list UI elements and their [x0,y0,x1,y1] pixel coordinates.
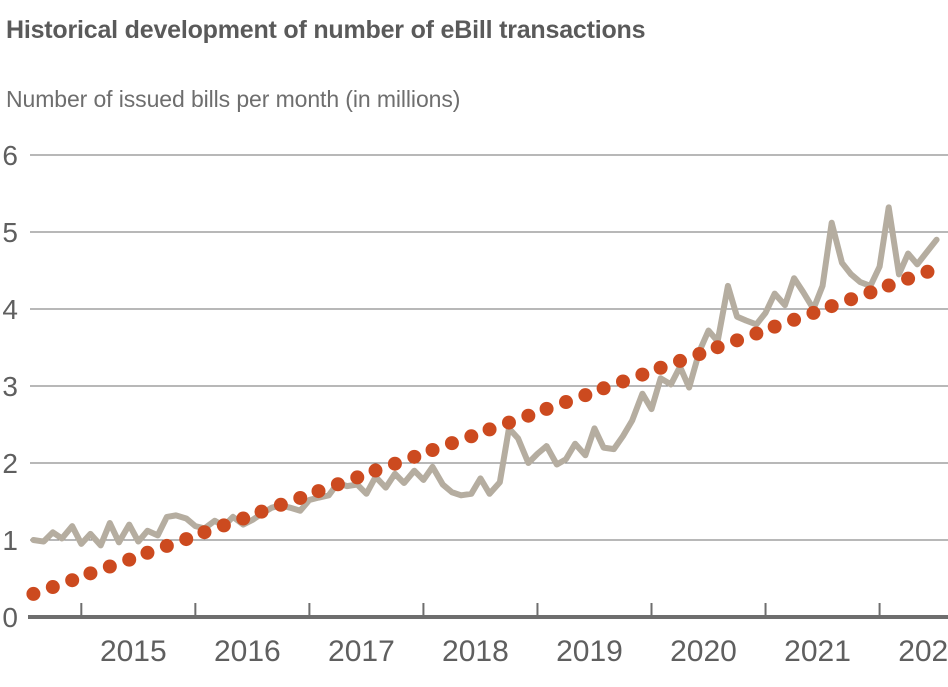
monthly-transactions-line [30,204,940,549]
x-axis-ticks [80,603,881,615]
svg-text:4: 4 [2,294,18,325]
svg-text:3: 3 [2,371,18,402]
svg-text:2017: 2017 [328,635,395,668]
svg-text:2: 2 [2,448,18,479]
svg-text:1: 1 [2,525,18,556]
chart-svg: 0 1 2 3 4 5 6 2015 2016 2017 2018 2019 2020 2021 2022 [2,140,948,668]
svg-text:2020: 2020 [670,635,737,668]
svg-text:0: 0 [2,602,18,633]
svg-text:2022: 2022 [898,635,948,668]
svg-text:5: 5 [2,217,18,248]
svg-text:2015: 2015 [100,635,167,668]
plot-area: 0 1 2 3 4 5 6 2015 2016 2017 2018 2019 2020 2021 2022 [0,140,948,687]
y-axis-tick-labels: 0 1 2 3 4 5 6 [2,140,18,633]
page-title: Historical development of number of eBil… [6,16,646,44]
trend-line-dots [26,264,935,601]
svg-text:2016: 2016 [214,635,281,668]
svg-text:6: 6 [2,140,18,171]
x-axis-tick-labels: 2015 2016 2017 2018 2019 2020 2021 2022 [100,635,948,668]
svg-text:2021: 2021 [784,635,851,668]
gridlines [30,154,948,541]
svg-text:2019: 2019 [556,635,623,668]
svg-text:2018: 2018 [442,635,509,668]
chart-subtitle: Number of issued bills per month (in mil… [6,86,461,112]
